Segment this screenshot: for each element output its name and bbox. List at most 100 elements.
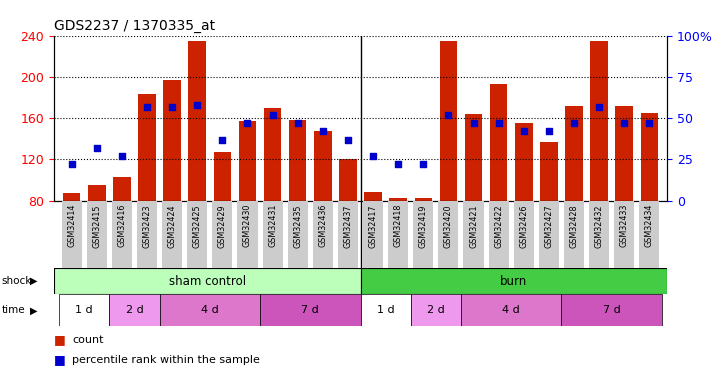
FancyBboxPatch shape: [137, 201, 157, 268]
Point: [518, 128, 529, 134]
Text: GSM32435: GSM32435: [293, 204, 302, 248]
Bar: [389, 198, 407, 201]
Bar: [640, 113, 658, 201]
Bar: [113, 177, 131, 201]
Text: percentile rank within the sample: percentile rank within the sample: [72, 355, 260, 365]
Text: 2 d: 2 d: [125, 305, 143, 315]
FancyBboxPatch shape: [564, 201, 584, 268]
Text: GSM32423: GSM32423: [143, 204, 151, 248]
Point: [644, 120, 655, 126]
FancyBboxPatch shape: [360, 294, 411, 326]
FancyBboxPatch shape: [464, 201, 484, 268]
Point: [66, 161, 77, 167]
Text: time: time: [1, 305, 25, 315]
Text: 4 d: 4 d: [503, 305, 520, 315]
Text: ▶: ▶: [30, 276, 37, 286]
Bar: [88, 185, 105, 201]
Text: GSM32434: GSM32434: [645, 204, 654, 248]
Point: [141, 104, 153, 110]
FancyBboxPatch shape: [87, 201, 107, 268]
Text: GSM32420: GSM32420: [444, 204, 453, 248]
FancyBboxPatch shape: [61, 201, 81, 268]
Bar: [264, 108, 281, 201]
Point: [91, 145, 102, 151]
FancyBboxPatch shape: [513, 201, 534, 268]
Bar: [188, 41, 206, 201]
Bar: [239, 121, 256, 201]
FancyBboxPatch shape: [112, 201, 132, 268]
Text: shock: shock: [1, 276, 32, 286]
Text: 7 d: 7 d: [301, 305, 319, 315]
Point: [443, 112, 454, 118]
Text: GSM32416: GSM32416: [118, 204, 126, 248]
Bar: [164, 80, 181, 201]
FancyBboxPatch shape: [288, 201, 308, 268]
Point: [192, 102, 203, 108]
Text: GSM32429: GSM32429: [218, 204, 227, 248]
Point: [317, 128, 329, 134]
Text: ■: ■: [54, 333, 66, 346]
FancyBboxPatch shape: [159, 294, 260, 326]
FancyBboxPatch shape: [262, 201, 283, 268]
Bar: [289, 120, 306, 201]
Text: GSM32424: GSM32424: [167, 204, 177, 248]
Point: [417, 161, 429, 167]
Bar: [616, 106, 633, 201]
FancyBboxPatch shape: [640, 201, 660, 268]
Point: [493, 120, 505, 126]
FancyBboxPatch shape: [260, 294, 360, 326]
Text: GSM32437: GSM32437: [343, 204, 353, 248]
Text: count: count: [72, 335, 104, 345]
FancyBboxPatch shape: [212, 201, 232, 268]
Bar: [415, 198, 432, 201]
Text: GDS2237 / 1370335_at: GDS2237 / 1370335_at: [54, 19, 215, 33]
Text: 2 d: 2 d: [427, 305, 445, 315]
Point: [367, 153, 379, 159]
Text: GSM32426: GSM32426: [519, 204, 528, 248]
FancyBboxPatch shape: [489, 201, 509, 268]
FancyBboxPatch shape: [59, 294, 110, 326]
Text: GSM32432: GSM32432: [595, 204, 603, 248]
Point: [116, 153, 128, 159]
Text: GSM32431: GSM32431: [268, 204, 277, 248]
Bar: [565, 106, 583, 201]
Text: GSM32425: GSM32425: [193, 204, 202, 248]
Text: GSM32421: GSM32421: [469, 204, 478, 248]
FancyBboxPatch shape: [614, 201, 634, 268]
Bar: [540, 142, 557, 201]
Text: 4 d: 4 d: [201, 305, 218, 315]
Bar: [515, 123, 533, 201]
FancyBboxPatch shape: [162, 201, 182, 268]
Bar: [440, 41, 457, 201]
Bar: [138, 94, 156, 201]
Point: [593, 104, 605, 110]
FancyBboxPatch shape: [388, 201, 408, 268]
FancyBboxPatch shape: [360, 268, 667, 294]
Text: GSM32414: GSM32414: [67, 204, 76, 248]
FancyBboxPatch shape: [461, 294, 562, 326]
Bar: [490, 84, 508, 201]
FancyBboxPatch shape: [589, 201, 609, 268]
FancyBboxPatch shape: [363, 201, 383, 268]
Point: [242, 120, 253, 126]
Bar: [364, 192, 382, 201]
Point: [543, 128, 554, 134]
Point: [342, 136, 354, 142]
Point: [292, 120, 304, 126]
Point: [216, 136, 228, 142]
Point: [392, 161, 404, 167]
Text: GSM32419: GSM32419: [419, 204, 428, 248]
Point: [267, 112, 278, 118]
Text: GSM32430: GSM32430: [243, 204, 252, 248]
Bar: [465, 114, 482, 201]
Text: GSM32433: GSM32433: [620, 204, 629, 248]
FancyBboxPatch shape: [237, 201, 257, 268]
Text: GSM32415: GSM32415: [92, 204, 101, 248]
FancyBboxPatch shape: [438, 201, 459, 268]
FancyBboxPatch shape: [313, 201, 333, 268]
Text: ▶: ▶: [30, 305, 37, 315]
FancyBboxPatch shape: [110, 294, 159, 326]
Point: [619, 120, 630, 126]
Text: GSM32427: GSM32427: [544, 204, 554, 248]
FancyBboxPatch shape: [54, 268, 360, 294]
